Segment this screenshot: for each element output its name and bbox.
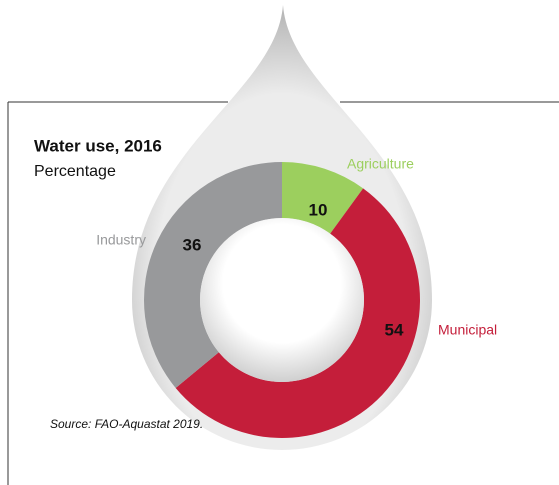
donut-slice: [175, 188, 420, 438]
donut-slice: [282, 162, 364, 234]
donut: [144, 162, 420, 438]
category-label: Agriculture: [347, 156, 414, 172]
source-note: Source: FAO-Aquastat 2019.: [50, 417, 203, 431]
value-label: 36: [183, 235, 202, 254]
donut-hole: [200, 218, 364, 382]
category-label: Industry: [96, 232, 146, 248]
value-label: 54: [385, 320, 404, 339]
chart-title: Water use, 2016: [34, 136, 162, 155]
value-label: 10: [309, 200, 328, 219]
category-label: Municipal: [438, 322, 497, 338]
chart-subtitle: Percentage: [34, 163, 116, 180]
donut-slice: [144, 162, 282, 388]
